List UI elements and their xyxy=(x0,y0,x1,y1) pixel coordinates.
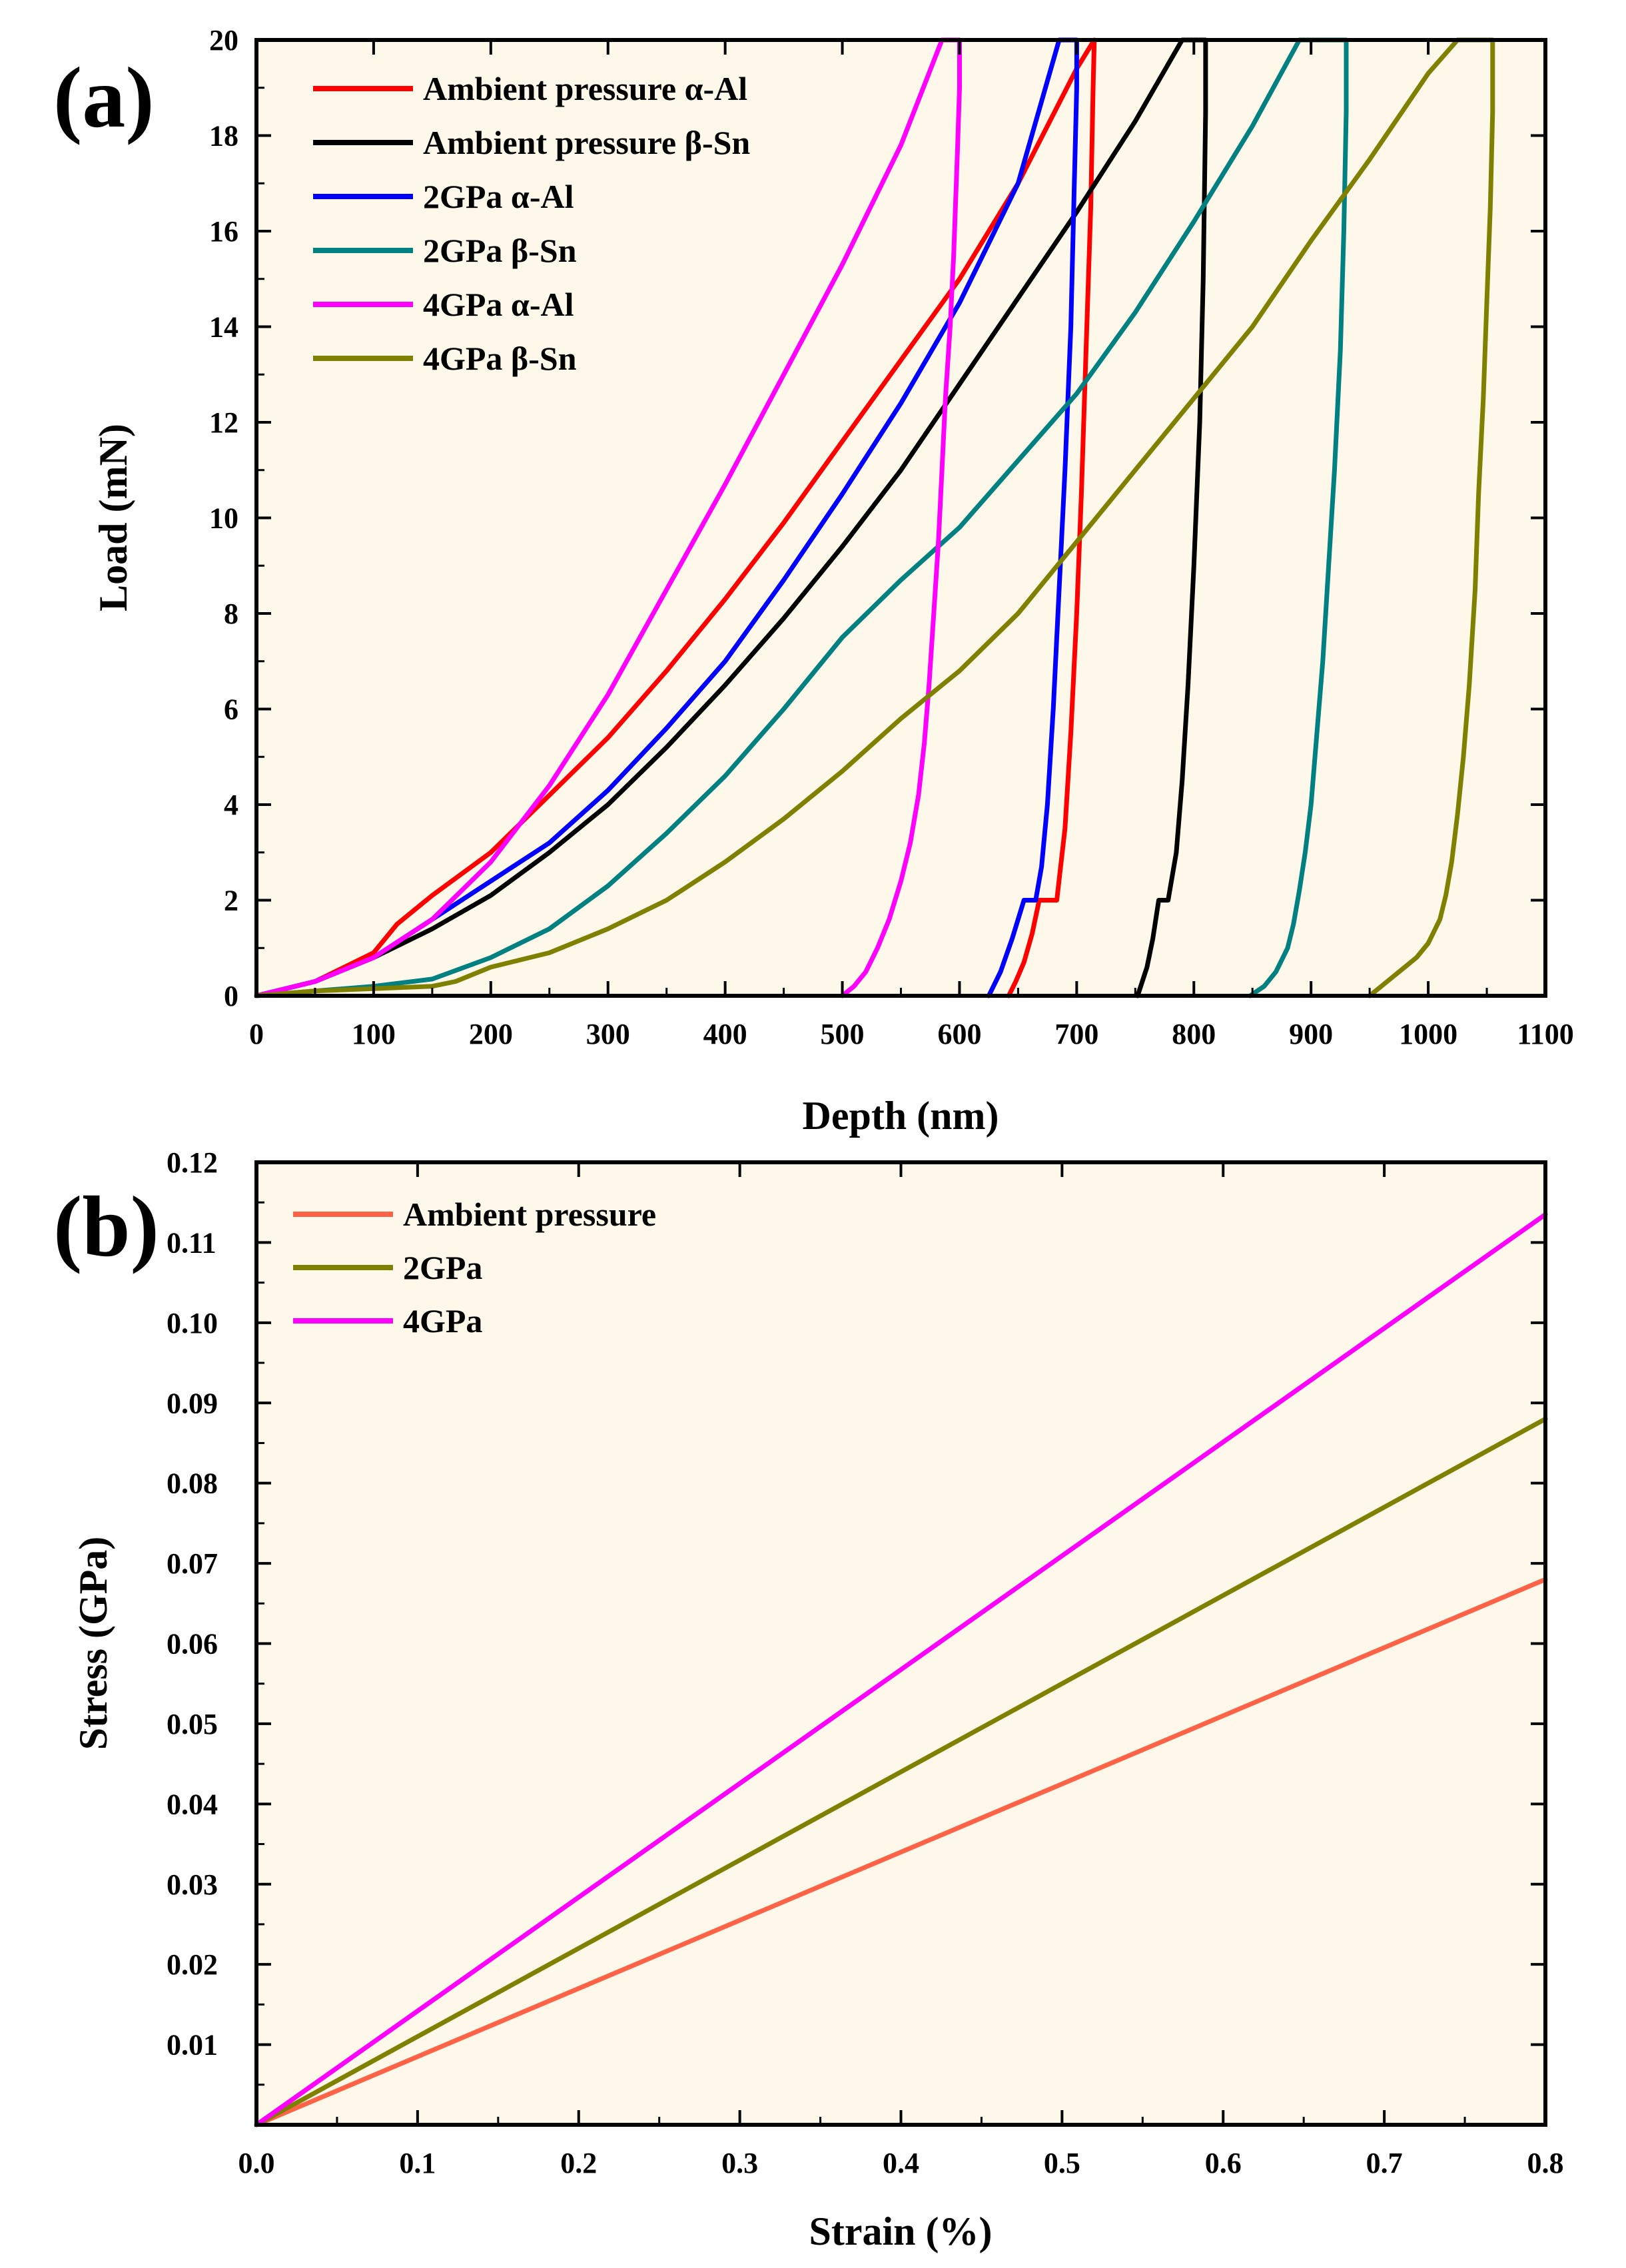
panel-b-y-tick-label: 0.06 xyxy=(167,1628,218,1661)
panel-a-legend-label: Ambient pressure β-Sn xyxy=(423,124,750,161)
panel-a-y-tick-label: 6 xyxy=(224,693,238,726)
panel-b-series-4gpa xyxy=(254,1212,1548,2127)
panel-b-y-tick-label: 0.05 xyxy=(167,1708,218,1740)
panel-b-legend: Ambient pressure 2GPa 4GPa xyxy=(293,1196,656,1339)
panel-b-x-tick-label: 0.0 xyxy=(238,2147,275,2179)
panel-b-x-tick-label: 0.3 xyxy=(721,2147,758,2179)
panel-a-label: (a) xyxy=(53,50,155,146)
panel-a-series-4gpa-sn xyxy=(254,37,1495,998)
panel-b-y-tick-label: 0.02 xyxy=(167,1948,218,1981)
panel-a-legend-label: Ambient pressure α-Al xyxy=(423,70,747,107)
panel-a-series-4gpa-al xyxy=(254,37,962,998)
panel-b-legend-label: 4GPa xyxy=(403,1302,482,1339)
panel-b-y-tick-label: 0.09 xyxy=(167,1387,218,1419)
panel-a-x-tick-label: 500 xyxy=(821,1018,865,1050)
panel-a-y-tick-label: 8 xyxy=(224,597,238,630)
panel-a-y-tick-label: 4 xyxy=(224,789,238,821)
panel-a-x-tick-label: 900 xyxy=(1289,1018,1333,1050)
panel-a-x-tick-label: 1000 xyxy=(1399,1018,1457,1050)
panel-b-x-tick-label: 0.2 xyxy=(560,2147,597,2179)
panel-a-y-tick-label: 12 xyxy=(209,406,238,439)
panel-b-series-group xyxy=(254,1212,1548,2127)
panel-a-x-tick-label: 800 xyxy=(1172,1018,1216,1050)
panel-b-x-tick-label: 0.5 xyxy=(1044,2147,1080,2179)
panel-b-x-tick-label: 0.7 xyxy=(1366,2147,1403,2179)
panel-b-y-tick-label: 0.01 xyxy=(167,2029,218,2062)
panel-a-x-tick-label: 300 xyxy=(586,1018,630,1050)
panel-a-x-tick-label: 100 xyxy=(352,1018,396,1050)
panel-a-x-axis-label: Depth (nm) xyxy=(803,1094,999,1138)
panel-a-y-axis-label: Load (mN) xyxy=(91,424,135,611)
panel-b-y-tick-label: 0.10 xyxy=(167,1307,218,1339)
panel-b-series-ambient-pressure xyxy=(254,1577,1548,2127)
panel-a-x-tick-label: 600 xyxy=(937,1018,981,1050)
panel-b-label: (b) xyxy=(53,1179,159,1275)
panel-b-y-tick-label: 0.04 xyxy=(167,1788,218,1820)
panel-a-legend-label: 4GPa β-Sn xyxy=(423,340,577,377)
panel-b-x-tick-label: 0.6 xyxy=(1205,2147,1242,2179)
panel-a-legend-label: 4GPa α-Al xyxy=(423,286,574,323)
panel-b-x-axis-label: Strain (%) xyxy=(809,2209,993,2253)
panel-b-y-tick-label: 0.12 xyxy=(167,1146,218,1179)
panel-a-legend-label: 2GPa α-Al xyxy=(423,178,574,215)
panel-a-x-tick-label: 200 xyxy=(469,1018,513,1050)
panel-b-axis-ticks: 0.0 0.1 0.2 0.3 0.4 0.5 0.6 0.7 0.8 0.01 0.02 0.03 0… xyxy=(167,1146,1564,2179)
panel-a-series-ambient-pressure-sn xyxy=(254,37,1208,998)
panel-b-y-tick-label: 0.07 xyxy=(167,1547,218,1580)
panel-a-x-tick-label: 1100 xyxy=(1517,1018,1574,1050)
panel-b-stress-strain-chart: 0.0 0.1 0.2 0.3 0.4 0.5 0.6 0.7 0.8 0.01 0.02 0.03 0… xyxy=(53,1146,1564,2253)
panel-a-x-tick-label: 400 xyxy=(703,1018,747,1050)
panel-b-legend-label: Ambient pressure xyxy=(403,1196,656,1233)
panel-a-x-tick-label: 0 xyxy=(249,1018,264,1050)
panel-a-y-tick-label: 14 xyxy=(209,311,238,344)
panel-a-legend: Ambient pressure α-Al Ambient pressure β-… xyxy=(313,70,750,377)
panel-a-legend-label: 2GPa β-Sn xyxy=(423,232,577,269)
panel-b-legend-label: 2GPa xyxy=(403,1249,482,1286)
panel-b-x-tick-label: 0.4 xyxy=(883,2147,919,2179)
panel-b-y-axis-label: Stress (GPa) xyxy=(71,1537,115,1750)
panel-b-series-2gpa xyxy=(254,1416,1548,2127)
panel-b-x-tick-label: 0.8 xyxy=(1527,2147,1564,2179)
panel-a-y-tick-label: 10 xyxy=(209,502,238,535)
panel-a-y-tick-label: 0 xyxy=(224,980,238,1012)
panel-a-y-tick-label: 20 xyxy=(209,24,238,57)
panel-a-y-tick-label: 18 xyxy=(209,120,238,153)
panel-b-y-tick-label: 0.11 xyxy=(167,1226,216,1259)
panel-a-axis-ticks: 0 100 200 300 400 500 600 700 800 900 1000 1100 0 2 4 6… xyxy=(209,24,1574,1050)
panel-b-y-tick-label: 0.08 xyxy=(167,1467,218,1500)
panel-a-x-tick-label: 700 xyxy=(1054,1018,1098,1050)
panel-a-y-tick-label: 16 xyxy=(209,215,238,248)
panel-a-load-depth-chart: 0 100 200 300 400 500 600 700 800 900 1000 1100 0 2 4 6… xyxy=(53,24,1574,1138)
panel-a-series-2gpa-sn xyxy=(254,37,1349,998)
panel-b-x-tick-label: 0.1 xyxy=(399,2147,436,2179)
panel-b-y-tick-label: 0.03 xyxy=(167,1868,218,1901)
panel-b-plot-area xyxy=(256,1162,1545,2125)
panel-a-y-tick-label: 2 xyxy=(224,885,238,917)
